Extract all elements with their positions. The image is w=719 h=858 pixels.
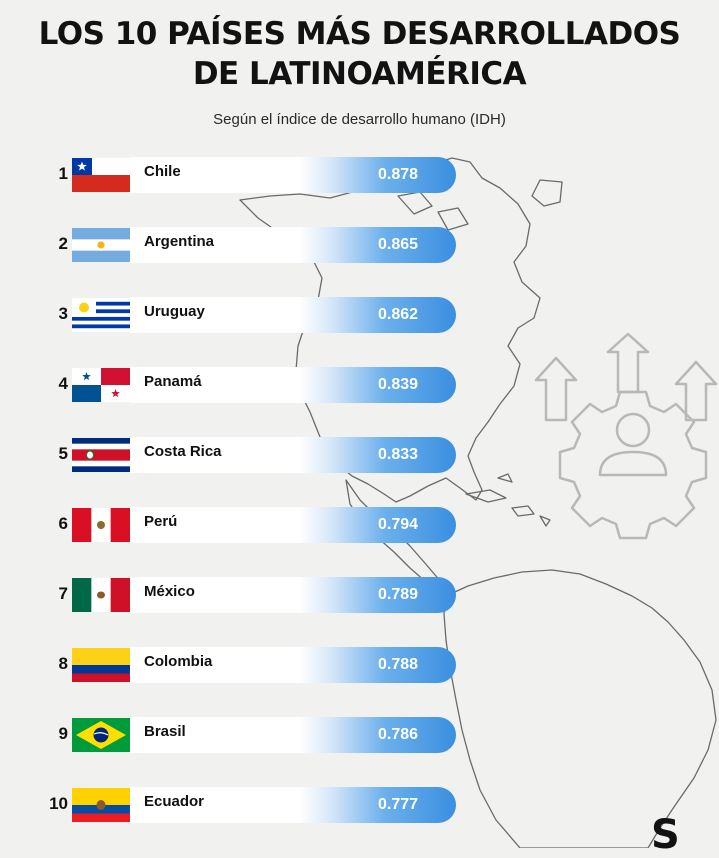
value-bar: [130, 297, 456, 333]
brand-logo: S: [651, 812, 680, 858]
ranking-row: 9 Brasil 0.786: [0, 716, 470, 754]
value-bar: [130, 647, 456, 683]
flag-ecuador-icon: [72, 788, 130, 822]
value-bar: [130, 787, 456, 823]
rank-number: 9: [58, 724, 68, 743]
flag-chile-icon: [72, 158, 130, 192]
ranking-row: 7 México 0.789: [0, 576, 470, 614]
value-bar: [130, 227, 456, 263]
idh-value-label: 0.789: [377, 586, 419, 603]
value-bar: [130, 367, 456, 403]
idh-value-label: 0.862: [377, 306, 419, 323]
idh-value-label: 0.865: [377, 236, 419, 253]
country-label: México: [144, 583, 195, 600]
idh-value-label: 0.839: [377, 376, 419, 393]
title-line-2: DE LATINOAMÉRICA: [192, 56, 527, 92]
country-label: Ecuador: [144, 793, 205, 810]
idh-value-label: 0.777: [377, 796, 419, 813]
country-label: Argentina: [144, 233, 215, 250]
rank-number: 5: [58, 444, 68, 463]
rank-number: 8: [58, 654, 68, 673]
idh-value-label: 0.878: [377, 166, 419, 183]
rank-number: 3: [58, 304, 68, 323]
ranking-row: 3 Uruguay 0.862: [0, 296, 470, 334]
rank-number: 10: [49, 794, 68, 813]
idh-value-label: 0.786: [377, 726, 419, 743]
country-label: Panamá: [144, 373, 202, 390]
country-label: Chile: [144, 163, 181, 180]
ranking-row: 1 Chile 0.878: [0, 156, 470, 194]
flag-uruguay-icon: [72, 298, 130, 332]
flag-colombia-icon: [72, 648, 130, 682]
country-label: Uruguay: [144, 303, 205, 320]
country-label: Brasil: [144, 723, 186, 740]
flag-peru-icon: [72, 508, 130, 542]
title-line-1: LOS 10 PAÍSES MÁS DESARROLLADOS: [38, 16, 681, 52]
idh-value-label: 0.794: [377, 516, 419, 533]
flag-mexico-icon: [72, 578, 130, 612]
ranking-row: 4 Panamá 0.839: [0, 366, 470, 404]
country-label: Perú: [144, 513, 178, 530]
rank-number: 6: [58, 514, 68, 533]
value-bar: [130, 577, 456, 613]
ranking-row: 2 Argentina 0.865: [0, 226, 470, 264]
flag-argentina-icon: [72, 228, 130, 262]
page-title: LOS 10 PAÍSES MÁS DESARROLLADOS DE LATIN…: [0, 14, 719, 94]
flag-brazil-icon: [72, 718, 130, 752]
ranking-row: 5 Costa Rica 0.833: [0, 436, 470, 474]
idh-value-label: 0.788: [377, 656, 419, 673]
value-bar: [130, 157, 456, 193]
ranking-row: 8 Colombia 0.788: [0, 646, 470, 684]
rank-number: 1: [58, 164, 68, 183]
rank-number: 7: [58, 584, 68, 603]
ranking-row: 10 Ecuador 0.777: [0, 786, 470, 824]
flag-costa-rica-icon: [72, 438, 130, 472]
rank-number: 2: [58, 234, 68, 253]
country-label: Colombia: [144, 653, 213, 670]
value-bar: [130, 437, 456, 473]
flag-panama-icon: [72, 368, 130, 402]
idh-value-label: 0.833: [377, 446, 419, 463]
value-bar: [130, 507, 456, 543]
growth-gear-icon: [534, 332, 718, 540]
ranking-row: 6 Perú 0.794: [0, 506, 470, 544]
rank-number: 4: [58, 374, 68, 393]
subtitle: Según el índice de desarrollo humano (ID…: [213, 111, 506, 128]
value-bar: [130, 717, 456, 753]
country-label: Costa Rica: [144, 443, 222, 460]
